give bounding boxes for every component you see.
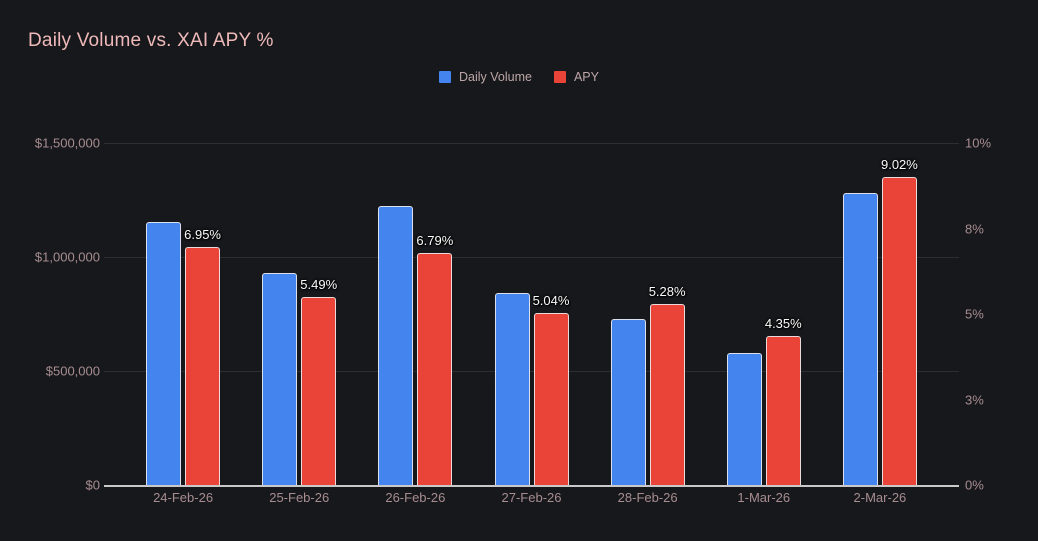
chart-legend: Daily Volume APY (0, 70, 1038, 84)
x-axis-category-label: 28-Feb-26 (617, 490, 678, 505)
left-axis-tick-label: $1,500,000 (34, 135, 100, 151)
right-axis-tick-label: 10% (965, 135, 992, 151)
bar-apy[interactable] (649, 304, 685, 485)
bar-daily-volume[interactable] (842, 193, 878, 485)
left-axis-tick-label: $0 (85, 477, 100, 493)
bar-apy[interactable] (185, 247, 221, 485)
bar-apy[interactable] (417, 252, 453, 485)
right-axis-tick-label: 0% (965, 477, 984, 493)
left-axis-tick-label: $500,000 (45, 363, 100, 379)
x-axis-category-label: 2-Mar-26 (853, 490, 907, 505)
bar-apy[interactable] (533, 312, 569, 485)
x-axis-category-label: 1-Mar-26 (737, 490, 791, 505)
apy-data-label: 5.49% (300, 277, 338, 293)
x-axis-category-label: 25-Feb-26 (269, 490, 330, 505)
right-axis-tick-label: 5% (965, 306, 984, 322)
legend-label-daily-volume: Daily Volume (459, 70, 532, 84)
x-axis-category-label: 26-Feb-26 (385, 490, 446, 505)
bar-daily-volume[interactable] (494, 293, 530, 485)
apy-data-label: 9.02% (880, 156, 918, 172)
bar-daily-volume[interactable] (610, 318, 646, 485)
apy-data-label: 4.35% (764, 316, 802, 332)
legend-item-apy[interactable]: APY (553, 70, 599, 84)
right-axis-tick-label: 3% (965, 392, 984, 407)
zero-baseline (104, 485, 959, 487)
gridline (104, 143, 959, 144)
apy-swatch-icon (553, 71, 566, 83)
x-axis-category-label: 27-Feb-26 (501, 490, 562, 505)
legend-item-daily-volume[interactable]: Daily Volume (439, 70, 532, 84)
chart-title: Daily Volume vs. XAI APY % (28, 30, 274, 51)
gridline (104, 371, 959, 372)
x-axis-category-label: 24-Feb-26 (153, 490, 214, 505)
bar-apy[interactable] (301, 297, 337, 485)
bar-apy[interactable] (765, 336, 801, 485)
bar-daily-volume[interactable] (262, 272, 298, 485)
bar-apy[interactable] (881, 176, 917, 485)
gridline (104, 257, 959, 258)
legend-label-apy: APY (573, 70, 599, 84)
apy-data-label: 5.04% (532, 292, 570, 308)
apy-data-label: 6.95% (184, 227, 221, 243)
bar-daily-volume[interactable] (726, 352, 762, 485)
apy-data-label: 6.79% (416, 232, 454, 248)
left-axis-tick-label: $1,000,000 (34, 249, 100, 265)
bar-daily-volume[interactable] (146, 221, 182, 485)
right-axis-tick-label: 8% (965, 221, 984, 236)
bar-daily-volume[interactable] (378, 205, 414, 485)
apy-data-label: 5.28% (648, 284, 686, 300)
daily-volume-swatch-icon (439, 71, 452, 83)
